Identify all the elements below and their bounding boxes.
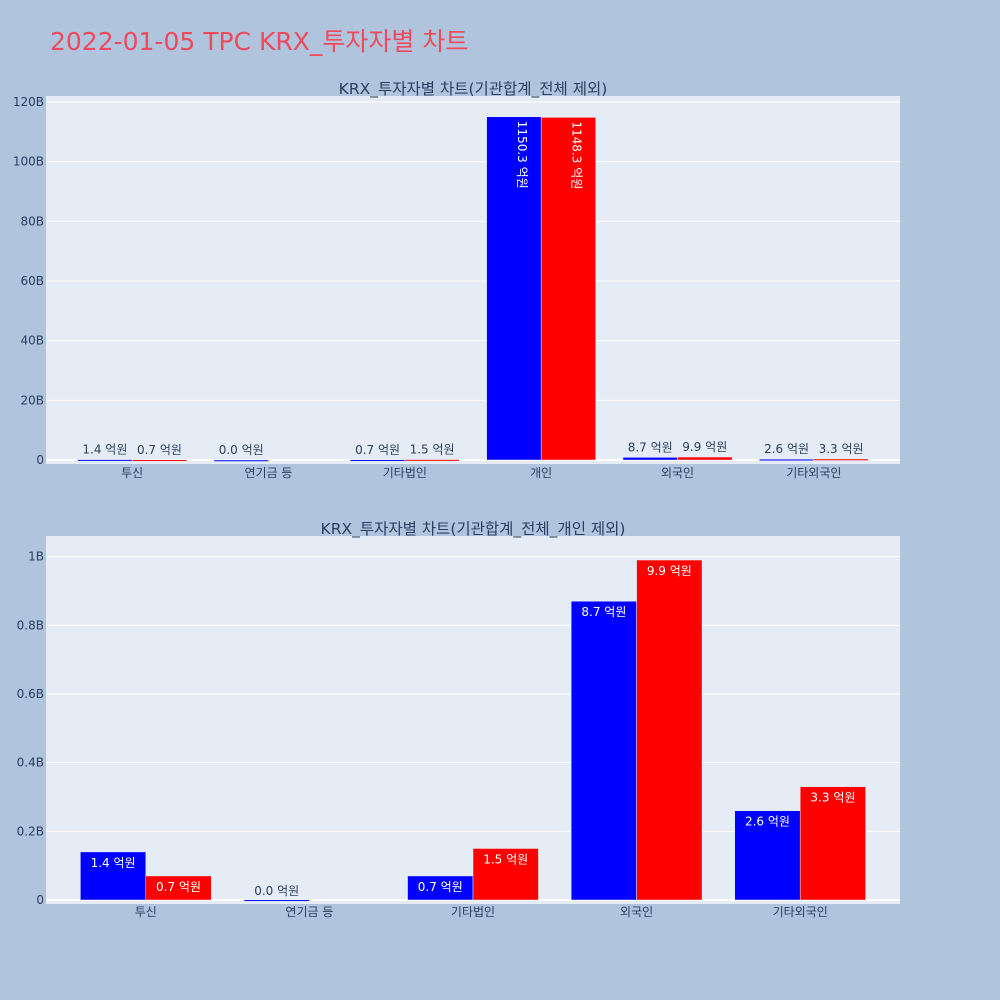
bar bbox=[487, 117, 542, 460]
x-tick-label: 연기금 등 bbox=[285, 905, 333, 919]
y-tick-label: 80B bbox=[20, 214, 44, 228]
y-tick-label: 20B bbox=[20, 393, 44, 407]
plot-area bbox=[46, 96, 900, 464]
bar bbox=[623, 457, 678, 460]
bar-data-label: 1150.3 억원 bbox=[515, 121, 529, 189]
x-tick-label: 외국인 bbox=[620, 905, 653, 919]
bar-data-label: 0.0 억원 bbox=[254, 884, 299, 898]
bar-data-label: 9.9 억원 bbox=[647, 564, 692, 578]
y-tick-label: 1B bbox=[28, 550, 44, 564]
chart-panel-2: 0 0.2B 0.4B 0.6B 0.8B 1B KRX_투자자별 차트(기관합계_전체_개… bbox=[17, 520, 900, 919]
x-tick-label: 투신 bbox=[121, 466, 143, 480]
y-tick-label: 0.8B bbox=[17, 618, 44, 632]
bar bbox=[244, 900, 309, 902]
bar-data-label: 0.7 억원 bbox=[156, 880, 201, 894]
bar-data-label: 0.7 억원 bbox=[418, 880, 463, 894]
bar bbox=[759, 459, 814, 461]
bar-data-label: 1.5 억원 bbox=[410, 443, 455, 457]
bar bbox=[814, 459, 869, 461]
bar-data-label: 3.3 억원 bbox=[819, 442, 864, 456]
x-tick-label: 기타외국인 bbox=[786, 466, 841, 480]
bar bbox=[678, 457, 733, 460]
y-tick-label: 120B bbox=[13, 95, 44, 109]
bar-data-label: 2.6 억원 bbox=[764, 442, 809, 456]
bar-data-label: 1.5 억원 bbox=[483, 852, 528, 866]
bar-data-label: 1.4 억원 bbox=[82, 443, 127, 457]
chart-panel-1: 0 20B 40B 60B 80B 100B 120B KRX_투자자별 차트(기관합계_전체… bbox=[13, 80, 900, 480]
x-tick-label: 기타외국인 bbox=[773, 905, 828, 919]
y-tick-label: 40B bbox=[20, 334, 44, 348]
x-tick-label: 기타법인 bbox=[451, 905, 495, 919]
x-tick-label: 개인 bbox=[530, 466, 552, 480]
bar bbox=[350, 460, 405, 462]
x-tick-label: 기타법인 bbox=[383, 466, 427, 480]
bar bbox=[132, 460, 187, 462]
bar bbox=[541, 117, 596, 460]
bar-data-label: 3.3 억원 bbox=[810, 791, 855, 805]
bar-data-label: 9.9 억원 bbox=[682, 440, 727, 454]
y-tick-label: 0 bbox=[36, 453, 44, 467]
bar bbox=[78, 460, 133, 462]
x-tick-label: 연기금 등 bbox=[245, 466, 293, 480]
bar bbox=[637, 560, 702, 900]
y-tick-label: 0 bbox=[36, 893, 44, 907]
bar bbox=[405, 460, 460, 462]
y-tick-label: 0.2B bbox=[17, 824, 44, 838]
y-tick-label: 0.6B bbox=[17, 687, 44, 701]
x-tick-label: 투신 bbox=[135, 905, 157, 919]
y-tick-label: 0.4B bbox=[17, 756, 44, 770]
x-tick-label: 외국인 bbox=[661, 466, 694, 480]
y-tick-label: 100B bbox=[13, 155, 44, 169]
bar-data-label: 0.7 억원 bbox=[355, 443, 400, 457]
bar-data-label: 0.0 억원 bbox=[219, 443, 264, 457]
bar-data-label: 0.7 억원 bbox=[137, 443, 182, 457]
bar bbox=[214, 460, 269, 462]
bar-data-label: 8.7 억원 bbox=[628, 440, 673, 454]
bar-data-label: 2.6 억원 bbox=[745, 815, 790, 829]
bar-data-label: 1.4 억원 bbox=[91, 856, 136, 870]
y-tick-label: 60B bbox=[20, 274, 44, 288]
chart-subtitle: KRX_투자자별 차트(기관합계_전체_개인 제외) bbox=[321, 520, 626, 539]
bar-data-label: 8.7 억원 bbox=[581, 605, 626, 619]
bar-data-label: 1148.3 억원 bbox=[569, 121, 583, 189]
chart-subtitle: KRX_투자자별 차트(기관합계_전체 제외) bbox=[339, 80, 608, 99]
bar bbox=[571, 601, 636, 900]
